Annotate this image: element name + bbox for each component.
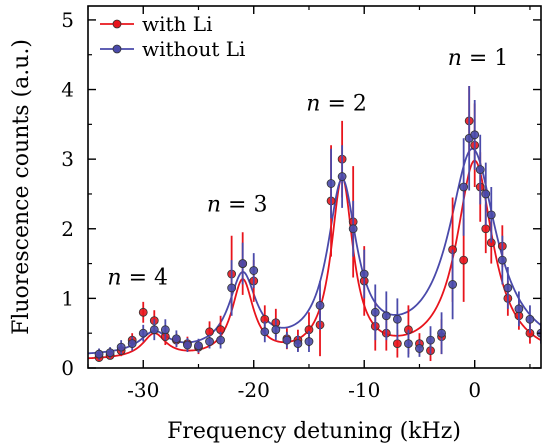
data-point-without-li	[437, 328, 446, 338]
data-point-without-li	[503, 283, 513, 293]
data-point-with-li	[138, 307, 148, 317]
plot-frame	[87, 5, 542, 369]
data-point-without-li	[127, 339, 137, 349]
peak-labels: n = 1 n = 2 n = 3 n = 4	[107, 46, 508, 290]
peak-label: n = 2	[306, 91, 367, 116]
legend-label-with-li: with Li	[142, 12, 212, 36]
legend-marker-without-li	[112, 44, 122, 54]
x-tick-label: -30	[127, 378, 159, 402]
y-tick-label: 3	[61, 147, 74, 171]
data-point-without-li	[359, 269, 369, 279]
data-point-without-li	[486, 210, 496, 220]
peak-label: n = 4	[107, 265, 168, 290]
axis-tick-labels: -30 -20 -10 0 0 1 2 3 4 5	[61, 8, 481, 402]
data-point-without-li	[282, 335, 292, 345]
data-point-without-li	[271, 325, 281, 335]
y-axis-title: Fluorescence counts (a.u.)	[9, 39, 34, 335]
data-point-without-li	[315, 300, 325, 310]
data-point-without-li	[497, 255, 507, 265]
peak-label: n = 3	[207, 192, 268, 217]
data-point-with-li	[392, 339, 402, 349]
axis-ticks	[87, 6, 541, 369]
y-tick-label: 4	[61, 78, 74, 102]
data-point-without-li	[415, 344, 424, 353]
x-tick-label: -10	[348, 378, 380, 402]
data-point-without-li	[470, 130, 480, 140]
data-point-without-li	[205, 337, 214, 346]
data-point-without-li	[525, 314, 535, 324]
y-tick-label: 5	[61, 8, 74, 32]
data-point-without-li	[138, 328, 148, 338]
data-point-without-li	[475, 165, 485, 174]
x-tick-label: 0	[468, 378, 481, 402]
data-point-without-li	[260, 327, 270, 337]
data-point-without-li	[426, 335, 435, 345]
peak-label: n = 1	[448, 46, 509, 71]
data-point-without-li	[94, 349, 104, 359]
data-point-without-li	[459, 182, 469, 192]
data-point-without-li	[337, 172, 347, 181]
data-point-without-li	[160, 325, 170, 335]
data-point-without-li	[514, 304, 524, 314]
x-tick-label: -20	[238, 378, 270, 402]
y-tick-label: 2	[61, 217, 74, 241]
data-point-without-li	[304, 337, 314, 346]
data-point-without-li	[249, 266, 259, 275]
data-point-without-li	[381, 311, 391, 321]
data-point-without-li	[448, 280, 458, 289]
data-point-without-li	[392, 314, 402, 324]
data-point-without-li	[238, 259, 248, 268]
data-point-without-li	[481, 189, 491, 199]
data-point-without-li	[171, 334, 181, 344]
data-point-without-li	[348, 224, 358, 234]
y-tick-label: 1	[61, 286, 74, 310]
data-point-without-li	[194, 341, 203, 351]
data-point-without-li	[293, 339, 303, 349]
x-axis-title: Frequency detuning (kHz)	[167, 419, 461, 444]
data-markers	[94, 86, 541, 362]
data-point-without-li	[183, 340, 192, 350]
data-point-with-li	[481, 224, 491, 234]
y-tick-label: 0	[61, 356, 74, 380]
data-point-with-li	[459, 255, 469, 265]
legend-marker-with-li	[112, 19, 122, 29]
data-point-without-li	[404, 339, 413, 349]
data-point-without-li	[105, 348, 115, 358]
legend-label-without-li: without Li	[142, 37, 245, 61]
data-point-without-li	[370, 307, 380, 317]
data-point-without-li	[149, 325, 159, 335]
data-point-without-li	[227, 283, 237, 293]
data-point-without-li	[326, 179, 336, 188]
data-point-without-li	[216, 335, 225, 345]
data-point-without-li	[116, 342, 126, 352]
